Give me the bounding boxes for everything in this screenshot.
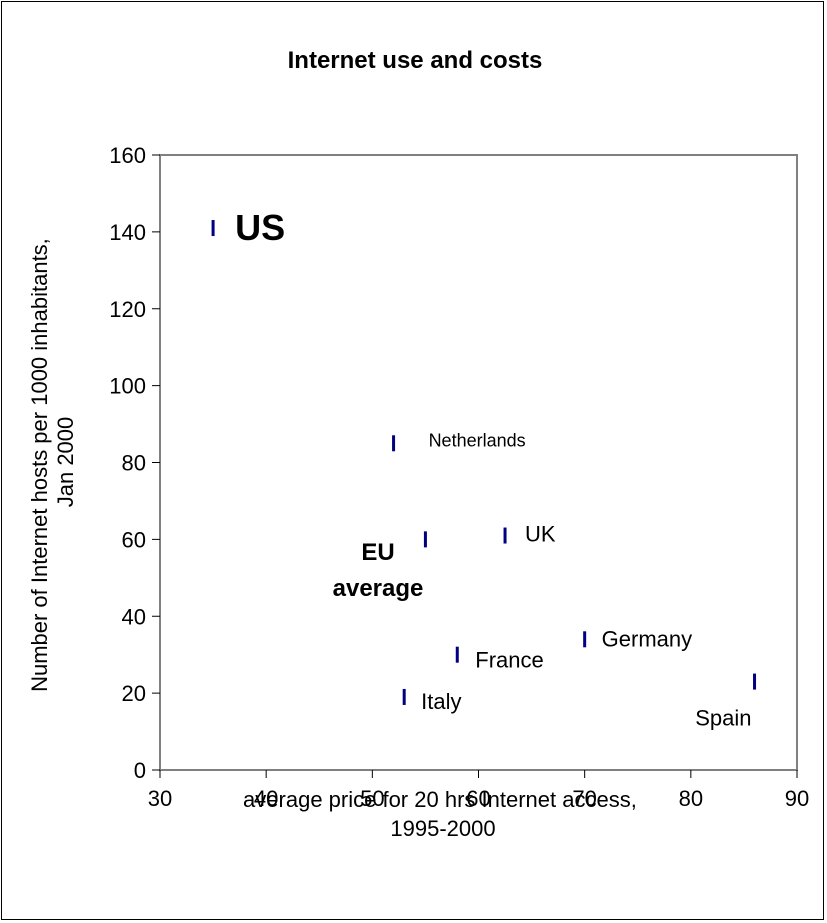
x-tick-label: 60 [466, 786, 490, 811]
point-label-italy: Italy [421, 689, 461, 714]
x-tick-label: 30 [148, 786, 172, 811]
y-axis-label: Number of Internet hosts per 1000 inhabi… [27, 232, 78, 692]
y-tick-label: 140 [109, 220, 146, 245]
y-tick-label: 0 [134, 758, 146, 783]
data-point [753, 673, 757, 690]
y-tick-label: 100 [109, 374, 146, 399]
y-tick-label: 20 [122, 681, 146, 706]
y-tick-label: 60 [122, 527, 146, 552]
point-label-spain: Spain [695, 706, 751, 731]
data-point [583, 631, 587, 648]
x-tick-label: 40 [254, 786, 278, 811]
point-label-germany: Germany [602, 626, 692, 651]
y-tick-label: 40 [122, 604, 146, 629]
y-axis-ticks: 0 20 40 60 80 100 120 140 160 [109, 143, 160, 783]
data-point [503, 527, 507, 544]
x-axis-label-line-1: average price for 20 hrs Internet access… [243, 787, 637, 812]
data-point [455, 646, 459, 663]
data-point [423, 531, 427, 548]
y-tick-label: 120 [109, 297, 146, 322]
y-tick-label: 160 [109, 143, 146, 168]
x-tick-label: 70 [572, 786, 596, 811]
x-tick-label: 80 [679, 786, 703, 811]
x-axis-ticks: 30 40 50 60 70 80 90 [148, 770, 809, 811]
data-points [211, 220, 757, 705]
point-label-france: France [475, 648, 543, 673]
point-label-netherlands: Netherlands [429, 430, 526, 450]
point-label-uk: UK [525, 522, 556, 547]
x-tick-label: 90 [785, 786, 809, 811]
y-axis-label-line-2: Jan 2000 [53, 417, 78, 508]
y-axis-label-line-1: Number of Internet hosts per 1000 inhabi… [27, 238, 52, 692]
chart-title: Internet use and costs [288, 47, 543, 74]
point-label-us: US [235, 207, 285, 248]
data-point [392, 435, 396, 452]
data-point [211, 220, 215, 237]
x-tick-label: 50 [360, 786, 384, 811]
y-tick-label: 80 [122, 451, 146, 476]
point-labels: US Netherlands EU average UK France Germany Ita… [235, 207, 751, 731]
x-axis-label: average price for 20 hrs Internet access… [243, 787, 643, 841]
data-point [402, 688, 406, 705]
point-label-eu-average: EU average [333, 539, 424, 602]
x-axis-label-line-2: 1995-2000 [390, 816, 495, 841]
